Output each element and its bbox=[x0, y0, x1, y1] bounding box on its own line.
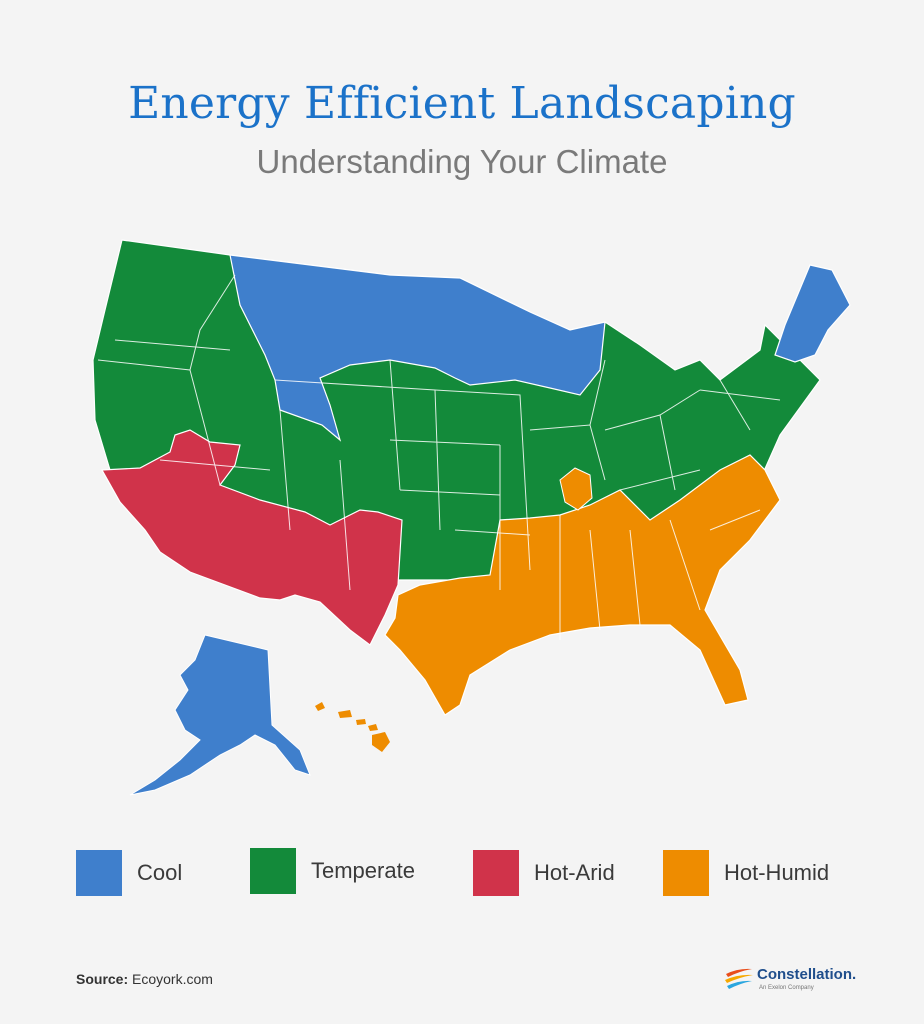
region-hot-humid bbox=[384, 454, 781, 716]
constellation-logo: Constellation. An Exelon Company bbox=[724, 962, 864, 998]
legend-label-cool: Cool bbox=[137, 860, 183, 885]
legend-swatch-cool bbox=[76, 850, 122, 896]
legend-swatch-hot-humid bbox=[663, 850, 709, 896]
brand-name: Constellation. bbox=[757, 966, 857, 983]
legend-item-hot-arid: Hot-Arid bbox=[473, 850, 615, 896]
region-hot-humid-hawaii bbox=[315, 702, 390, 752]
region-cool-alaska bbox=[129, 634, 311, 796]
region-hot-humid-patch bbox=[559, 467, 593, 511]
legend-label-hot-humid: Hot-Humid bbox=[724, 860, 830, 885]
state-borders bbox=[97, 274, 781, 640]
source-credit: Source: Ecoyork.com bbox=[76, 971, 213, 987]
region-hot-arid bbox=[101, 429, 403, 646]
source-value: Ecoyork.com bbox=[132, 971, 213, 987]
legend-swatch-hot-arid bbox=[473, 850, 519, 896]
source-label: Source: bbox=[76, 971, 129, 987]
page-subtitle: Understanding Your Climate bbox=[256, 143, 668, 180]
legend-swatch-temperate bbox=[250, 848, 296, 894]
legend-item-temperate: Temperate bbox=[250, 848, 415, 894]
legend-item-cool: Cool bbox=[76, 850, 182, 896]
region-cool-northeast bbox=[774, 264, 851, 363]
constellation-swoosh-icon bbox=[725, 968, 753, 989]
page-title: Energy Efficient Landscaping bbox=[128, 78, 796, 129]
legend-item-hot-humid: Hot-Humid bbox=[663, 850, 829, 896]
us-climate-map bbox=[92, 239, 851, 796]
brand-tagline: An Exelon Company bbox=[759, 985, 814, 991]
legend-label-hot-arid: Hot-Arid bbox=[534, 860, 615, 885]
legend-label-temperate: Temperate bbox=[311, 858, 415, 883]
